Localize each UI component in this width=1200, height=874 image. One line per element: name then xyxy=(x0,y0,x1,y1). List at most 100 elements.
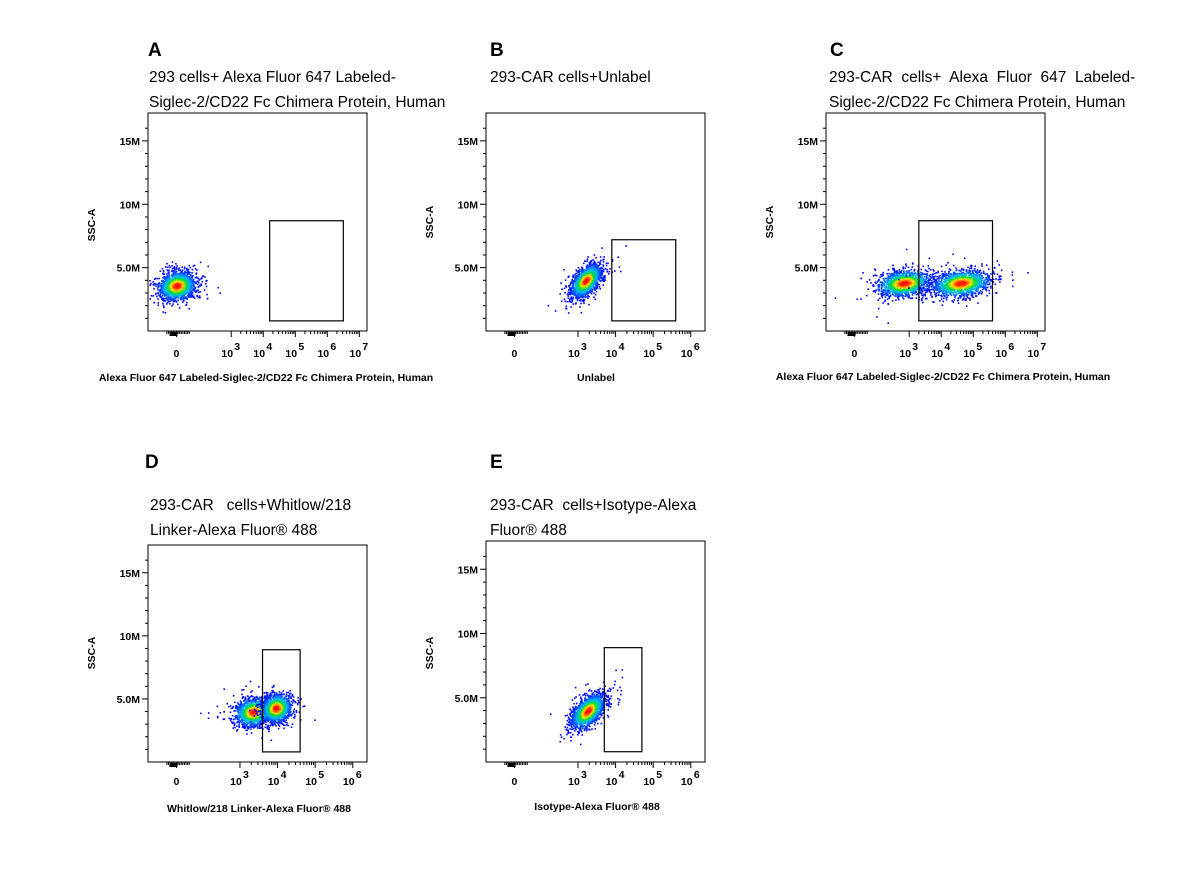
events-cloud xyxy=(149,261,222,314)
x-tick-exponent: 3 xyxy=(581,769,587,781)
panel-letter: B xyxy=(490,40,504,61)
x-tick-label: 10 xyxy=(568,776,580,788)
plot-frame xyxy=(147,112,368,332)
panel-letter: C xyxy=(830,40,844,61)
panel-letter: A xyxy=(148,40,162,61)
x-tick-label: 10 xyxy=(253,348,265,360)
x-tick-label: 10 xyxy=(230,776,242,788)
x-tick-exponent: 7 xyxy=(362,341,368,353)
x-tick-exponent: 4 xyxy=(944,341,950,353)
x-axis-label: Unlabel xyxy=(577,372,615,384)
x-tick-label: 0 xyxy=(512,348,518,360)
plot-frame xyxy=(147,544,368,763)
gate-rectangle[interactable] xyxy=(918,220,994,322)
y-axis-label: SSC-A xyxy=(86,636,98,669)
chart-title-line: 293 cells+ Alexa Fluor 647 Labeled- xyxy=(149,69,396,86)
y-tick-label: 15M xyxy=(798,136,819,148)
y-tick-label: 15M xyxy=(120,136,141,148)
x-tick-label: 10 xyxy=(1027,348,1039,360)
x-tick-exponent: 6 xyxy=(1008,341,1014,353)
x-axis-ticks xyxy=(166,331,360,337)
y-tick-label: 15M xyxy=(458,564,479,576)
y-axis-label: SSC-A xyxy=(424,636,436,669)
x-tick-label: 10 xyxy=(681,348,693,360)
x-tick-exponent: 6 xyxy=(694,341,700,353)
x-tick-exponent: 5 xyxy=(656,769,662,781)
y-axis-label: SSC-A xyxy=(86,208,98,241)
panel-e: E 293-CAR cells+Isotype-Alexa Fluor® 488 5.… xyxy=(424,452,706,813)
x-tick-label: 10 xyxy=(568,348,580,360)
x-tick-label: 10 xyxy=(221,348,233,360)
chart-title-line: Fluor® 488 xyxy=(490,522,567,539)
x-tick-label: 0 xyxy=(174,776,180,788)
x-axis-ticks xyxy=(844,331,1038,337)
x-axis-ticks xyxy=(504,331,692,337)
x-tick-label: 10 xyxy=(606,348,618,360)
gate-rectangle[interactable] xyxy=(611,239,677,322)
x-tick-label: 10 xyxy=(285,348,297,360)
chart-title-line: 293-CAR cells+Whitlow/218 xyxy=(150,497,351,514)
y-axis-label: SSC-A xyxy=(764,205,776,238)
x-tick-exponent: 7 xyxy=(1040,341,1046,353)
x-tick-label: 10 xyxy=(995,348,1007,360)
x-tick-exponent: 6 xyxy=(694,769,700,781)
y-tick-label: 10M xyxy=(798,199,819,211)
x-axis-label: Alexa Fluor 647 Labeled-Siglec-2/CD22 Fc… xyxy=(776,371,1110,383)
x-tick-label: 10 xyxy=(931,348,943,360)
x-tick-exponent: 5 xyxy=(976,341,982,353)
y-tick-label: 15M xyxy=(120,568,141,580)
chart-title-line: 293-CAR cells+ Alexa Fluor 647 Labeled- xyxy=(829,69,1135,86)
x-tick-exponent: 4 xyxy=(619,769,625,781)
x-tick-label: 10 xyxy=(305,776,317,788)
panel-a: A 293 cells+ Alexa Fluor 647 Labeled- Sigl… xyxy=(86,40,445,384)
x-tick-exponent: 6 xyxy=(330,341,336,353)
events-cloud xyxy=(834,248,1029,324)
panel-c: C 293-CAR cells+ Alexa Fluor 647 Labeled-… xyxy=(764,40,1135,383)
x-tick-label: 10 xyxy=(643,776,655,788)
panel-d: D 293-CAR cells+Whitlow/218 Linker-Alexa F… xyxy=(86,452,368,815)
x-tick-exponent: 3 xyxy=(581,341,587,353)
x-tick-exponent: 4 xyxy=(266,341,272,353)
y-tick-label: 5.0M xyxy=(455,263,479,275)
x-tick-label: 0 xyxy=(852,348,858,360)
x-axis-label: Whitlow/218 Linker-Alexa Fluor® 488 xyxy=(167,803,351,815)
panel-b: B 293-CAR cells+Unlabel 5.0M 10M 15M SSC-A 0 10… xyxy=(424,40,706,384)
y-tick-label: 10M xyxy=(458,629,479,641)
x-tick-label: 10 xyxy=(606,776,618,788)
chart-title-line: 293-CAR cells+Isotype-Alexa xyxy=(490,497,697,514)
x-axis-ticks xyxy=(504,762,692,768)
y-tick-label: 10M xyxy=(120,631,141,643)
events-cloud xyxy=(547,245,627,314)
y-tick-label: 5.0M xyxy=(795,263,819,275)
panel-letter: D xyxy=(145,452,159,473)
x-axis-label: Isotype-Alexa Fluor® 488 xyxy=(534,801,660,813)
x-tick-label: 10 xyxy=(343,776,355,788)
x-tick-exponent: 5 xyxy=(298,341,304,353)
x-tick-label: 10 xyxy=(963,348,975,360)
y-tick-label: 5.0M xyxy=(455,693,479,705)
x-tick-label: 10 xyxy=(317,348,329,360)
chart-title-line: 293-CAR cells+Unlabel xyxy=(490,69,651,86)
y-tick-label: 10M xyxy=(458,199,479,211)
y-tick-label: 5.0M xyxy=(117,263,141,275)
gate-rectangle[interactable] xyxy=(261,649,301,753)
plot-frame xyxy=(485,112,706,332)
gate-rectangle[interactable] xyxy=(603,647,643,753)
x-tick-label: 0 xyxy=(174,348,180,360)
x-tick-exponent: 5 xyxy=(656,341,662,353)
chart-title-line: Linker-Alexa Fluor® 488 xyxy=(150,522,317,539)
x-tick-exponent: 3 xyxy=(912,341,918,353)
events-cloud xyxy=(200,680,316,742)
x-tick-exponent: 4 xyxy=(281,769,287,781)
x-axis-label: Alexa Fluor 647 Labeled-Siglec-2/CD22 Fc… xyxy=(99,372,433,384)
x-tick-label: 10 xyxy=(643,348,655,360)
x-tick-label: 0 xyxy=(512,776,518,788)
y-tick-label: 10M xyxy=(120,199,141,211)
y-tick-label: 5.0M xyxy=(117,694,141,706)
panel-letter: E xyxy=(490,452,503,473)
x-tick-exponent: 4 xyxy=(619,341,625,353)
x-tick-label: 10 xyxy=(899,348,911,360)
chart-title-line: Siglec-2/CD22 Fc Chimera Protein, Human xyxy=(149,94,445,111)
gate-rectangle[interactable] xyxy=(269,220,344,322)
